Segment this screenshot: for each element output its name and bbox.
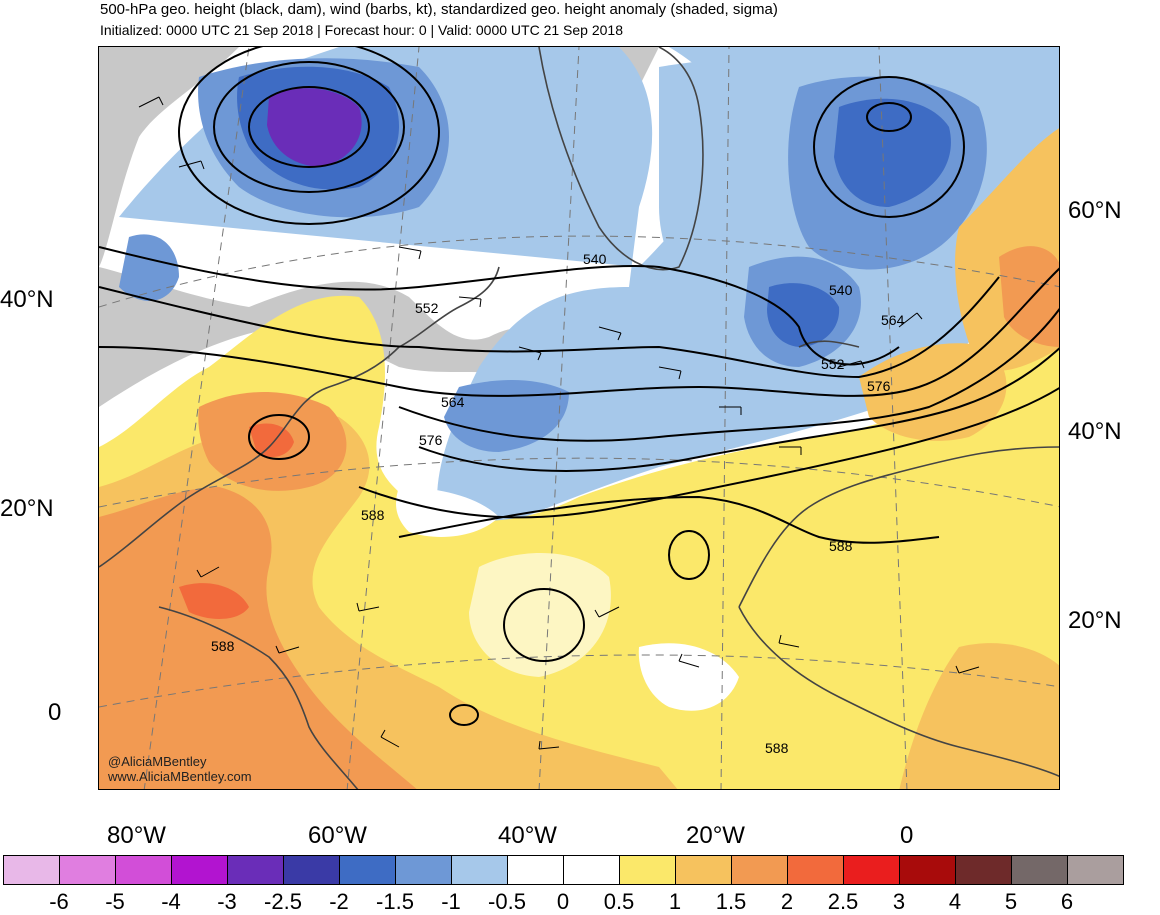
colorbar-tick-label: 6	[1060, 889, 1074, 914]
contour-labels: 540 552 564 576 588 540 552 564 576 588 …	[211, 251, 905, 756]
colorbar-swatch	[451, 855, 508, 885]
colorbar-swatch	[843, 855, 900, 885]
colorbar-swatch	[955, 855, 1012, 885]
lon-label-20w: 20°W	[686, 822, 745, 849]
contour-label: 588	[765, 740, 789, 756]
positive-anomaly-shading	[99, 128, 1059, 789]
colorbar-swatch	[899, 855, 956, 885]
colorbar-swatch	[675, 855, 732, 885]
colorbar-swatch	[563, 855, 620, 885]
anomaly-map: 540 552 564 576 588 540 552 564 576 588 …	[99, 47, 1059, 789]
contour-label: 588	[211, 638, 235, 654]
contour-label: 588	[829, 538, 853, 554]
colorbar-tick-label: -3	[217, 889, 237, 914]
colorbar-swatch	[3, 855, 60, 885]
colorbar-tick-label: 0.5	[603, 889, 635, 914]
colorbar-tick-label: -5	[105, 889, 125, 914]
lon-label-80w: 80°W	[107, 822, 166, 849]
colorbar-swatch	[731, 855, 788, 885]
colorbar-swatch	[1067, 855, 1124, 885]
contour-label: 552	[415, 300, 439, 316]
colorbar-tick-label: 1	[668, 889, 682, 914]
wind-barbs	[138, 96, 980, 750]
colorbar-tick-label: 2	[780, 889, 794, 914]
contour-label: 588	[361, 507, 385, 523]
colorbar-swatch	[507, 855, 564, 885]
colorbar-swatch	[227, 855, 284, 885]
colorbar-swatch	[283, 855, 340, 885]
colorbar-tick-label: -1.5	[376, 889, 414, 914]
contour-label: 540	[829, 282, 853, 298]
colorbar-tick-label: -0.5	[488, 889, 526, 914]
colorbar-tick-label: 3	[892, 889, 906, 914]
contour-label: 540	[583, 251, 607, 267]
colorbar-tick-label: -1	[441, 889, 461, 914]
colorbar-tick-label: 2.5	[827, 889, 859, 914]
map-subtitle: Initialized: 0000 UTC 21 Sep 2018 | Fore…	[100, 22, 623, 38]
negative-anomaly-shading	[119, 47, 1059, 651]
contour-label: 552	[821, 356, 845, 372]
colorbar-tick-label: 4	[948, 889, 962, 914]
colorbar-tick-label: -4	[161, 889, 181, 914]
colorbar-tick-label: -6	[49, 889, 69, 914]
colorbar-swatch	[339, 855, 396, 885]
colorbar	[3, 855, 1124, 885]
height-contours	[99, 47, 1059, 726]
colorbar-tick-label: 0	[556, 889, 570, 914]
contour-label: 564	[441, 394, 465, 410]
colorbar-swatch	[787, 855, 844, 885]
graticule	[99, 47, 1059, 789]
contour-label: 576	[867, 378, 891, 394]
colorbar-swatch	[395, 855, 452, 885]
colorbar-swatch	[115, 855, 172, 885]
map-title: 500-hPa geo. height (black, dam), wind (…	[100, 1, 778, 18]
colorbar-tick-label: 5	[1004, 889, 1018, 914]
credit-website[interactable]: www.AliciaMBentley.com	[108, 769, 252, 784]
colorbar-tick-label: 1.5	[715, 889, 747, 914]
lon-label-60w: 60°W	[308, 822, 367, 849]
colorbar-swatch	[171, 855, 228, 885]
lat-label-right-20: 20°N	[1068, 607, 1122, 634]
contour-label: 576	[419, 432, 443, 448]
colorbar-tick-label: -2	[329, 889, 349, 914]
colorbar-swatch	[619, 855, 676, 885]
colorbar-tick-label: -2.5	[264, 889, 302, 914]
colorbar-swatch	[59, 855, 116, 885]
map-panel: 540 552 564 576 588 540 552 564 576 588 …	[98, 46, 1060, 790]
lon-label-40w: 40°W	[498, 822, 557, 849]
lon-label-0: 0	[900, 822, 914, 849]
contour-label: 564	[881, 312, 905, 328]
lat-label-left-0: 0	[48, 699, 62, 726]
lat-label-left-40: 40°N	[0, 286, 54, 313]
credit-handle: @AliciaMBentley	[108, 754, 207, 769]
lat-label-right-40: 40°N	[1068, 418, 1122, 445]
lat-label-right-60: 60°N	[1068, 197, 1122, 224]
colorbar-swatch	[1011, 855, 1068, 885]
lat-label-left-20: 20°N	[0, 495, 54, 522]
